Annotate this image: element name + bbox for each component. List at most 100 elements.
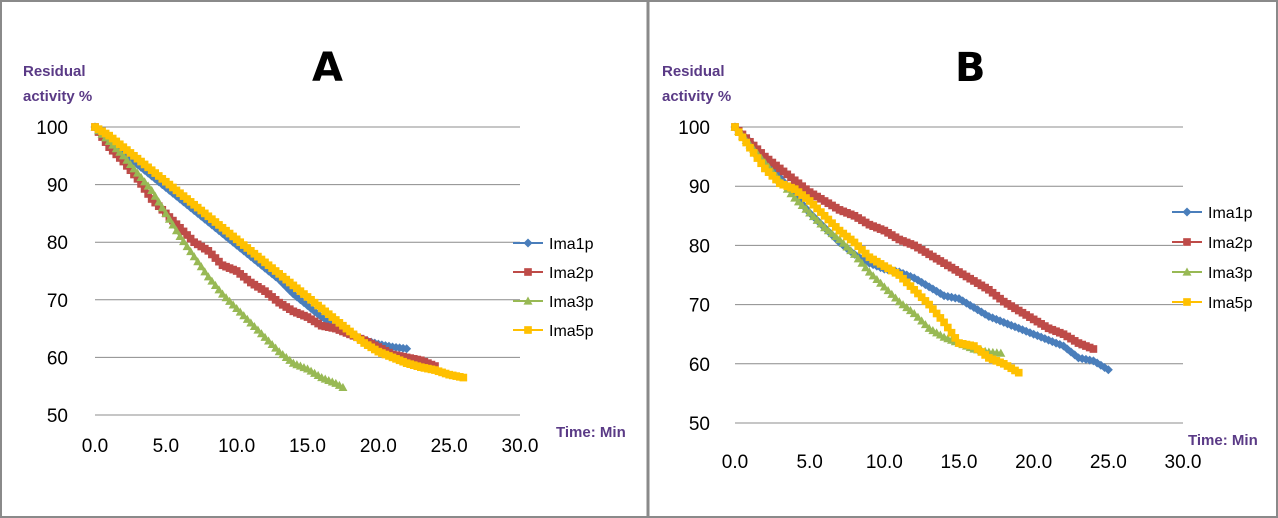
data-point [731, 123, 739, 131]
y-axis-label-line-2: activity % [662, 88, 731, 105]
data-point [861, 263, 871, 272]
data-point [925, 300, 933, 309]
data-point [210, 280, 220, 289]
legend-label: Ima2p [1208, 235, 1253, 252]
data-point [913, 312, 923, 321]
legend-marker [1183, 238, 1191, 246]
data-point [157, 203, 167, 212]
data-point [920, 320, 930, 329]
data-point [143, 181, 153, 190]
y-axis-label-line-1: Residual [23, 63, 86, 80]
data-point [947, 328, 956, 337]
data-point [801, 204, 811, 213]
data-point [883, 286, 893, 295]
y-tick-label: 70 [47, 291, 68, 312]
data-point [125, 159, 135, 169]
series-ima5p [91, 123, 468, 382]
data-point [738, 133, 747, 142]
y-axis-label-line-2: activity % [23, 88, 92, 105]
data-point [909, 308, 919, 318]
data-point [742, 138, 751, 147]
data-point [189, 252, 199, 261]
x-tick-label: 25.0 [431, 436, 468, 457]
data-point [161, 208, 171, 217]
x-tick-labels: 0.0 5.0 10.0 15.0 20.0 25.0 30.0 [722, 452, 1202, 473]
data-point [122, 155, 132, 164]
y-tick-labels: 50 60 70 80 90 100 [36, 118, 68, 427]
x-tick-label: 10.0 [218, 436, 255, 457]
data-point [1103, 365, 1113, 375]
data-point [929, 305, 937, 313]
legend-marker [523, 296, 533, 305]
data-point [857, 258, 867, 267]
x-tick-label: 0.0 [82, 436, 108, 457]
y-axis-label-line-1: Residual [662, 63, 725, 80]
legend-marker [1183, 298, 1191, 306]
x-tick-label: 30.0 [1165, 452, 1202, 473]
series-layer [90, 122, 468, 391]
data-point [842, 242, 852, 251]
data-point [887, 289, 897, 298]
y-tick-label: 80 [689, 236, 710, 257]
data-point [812, 215, 822, 224]
legend-entry: Ima1p [513, 236, 594, 253]
data-point [838, 238, 848, 247]
x-axis-label: Time: Min [556, 424, 626, 441]
legend: Ima1p Ima2p Ima3p Ima5p [1172, 205, 1253, 312]
gridlines [735, 126, 1183, 424]
panel-title: A [312, 45, 343, 91]
y-tick-label: 50 [689, 414, 710, 435]
data-point [136, 172, 146, 181]
legend-entry: Ima1p [1172, 205, 1253, 222]
data-point [130, 170, 138, 179]
data-point [101, 138, 110, 146]
data-point [338, 382, 348, 391]
x-tick-label: 15.0 [941, 452, 978, 473]
data-point [757, 159, 765, 168]
legend-marker [524, 268, 532, 276]
data-point [186, 247, 196, 256]
data-point [940, 318, 948, 327]
data-point [207, 276, 217, 285]
data-point [734, 128, 743, 137]
data-point [808, 212, 818, 221]
legend-entry: Ima3p [1172, 265, 1253, 282]
data-point [203, 272, 213, 281]
data-point [753, 154, 762, 162]
data-point [171, 226, 181, 235]
x-axis-label: Time: Min [1188, 432, 1258, 449]
legend-entry: Ima2p [1172, 235, 1253, 252]
data-point [797, 200, 807, 210]
x-tick-labels: 0.0 5.0 10.0 15.0 20.0 25.0 30.0 [82, 436, 539, 457]
x-tick-label: 5.0 [153, 436, 179, 457]
y-tick-label: 100 [678, 118, 710, 139]
x-tick-label: 10.0 [866, 452, 903, 473]
data-point [193, 257, 203, 266]
legend-entry: Ima2p [513, 265, 594, 282]
y-tick-label: 80 [47, 233, 68, 254]
y-tick-label: 60 [47, 348, 68, 369]
data-point [872, 274, 882, 284]
y-tick-label: 70 [689, 296, 710, 317]
data-point [150, 191, 160, 200]
x-tick-label: 0.0 [722, 452, 748, 473]
x-tick-label: 30.0 [502, 436, 539, 457]
data-point [853, 254, 863, 263]
legend-label: Ima3p [1208, 265, 1253, 282]
data-point [816, 219, 826, 228]
panel-b: B Residual activity % Time: Min 50 60 70 80… [662, 45, 1258, 473]
data-point [147, 185, 157, 194]
data-point [196, 262, 206, 271]
data-point [179, 236, 189, 246]
data-point [936, 314, 945, 322]
data-point [846, 246, 856, 255]
data-point [868, 271, 878, 280]
legend-entry: Ima5p [513, 323, 594, 340]
y-tick-label: 60 [689, 355, 710, 376]
legend-entry: Ima5p [1172, 295, 1253, 312]
data-point [951, 334, 960, 342]
data-point [835, 234, 845, 244]
data-point [129, 164, 139, 173]
legend-marker [1182, 267, 1192, 276]
